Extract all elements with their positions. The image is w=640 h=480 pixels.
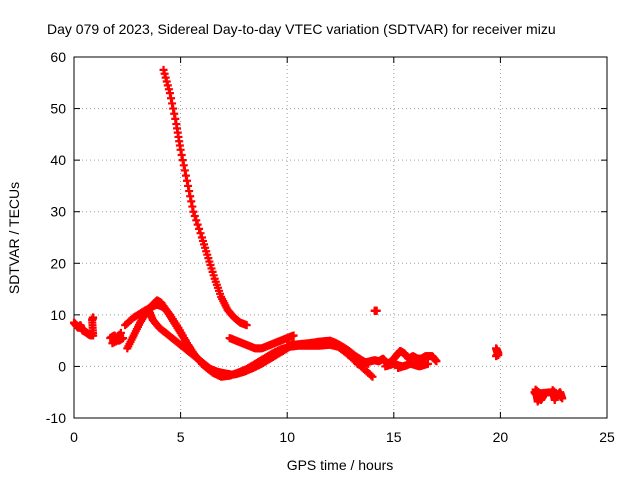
data-point <box>367 371 376 380</box>
y-tick-label: 40 <box>50 152 66 168</box>
x-tick-label: 15 <box>386 429 402 445</box>
data-point <box>402 361 411 370</box>
data-point <box>89 313 98 322</box>
series-arc-d <box>225 331 298 353</box>
data-point <box>193 220 202 229</box>
series-arc-c <box>144 305 234 379</box>
series-cluster-15 <box>353 346 441 372</box>
data-point <box>190 212 199 221</box>
grid <box>74 57 607 418</box>
x-tick-label: 10 <box>279 429 295 445</box>
x-axis-title: GPS time / hours <box>287 457 394 473</box>
x-tick-label: 25 <box>599 429 615 445</box>
x-tick-label: 0 <box>70 429 78 445</box>
series-point-14 <box>370 306 381 315</box>
x-tick-label: 5 <box>177 429 185 445</box>
plot-area-frame <box>73 56 608 419</box>
data-points <box>70 65 567 406</box>
series-cluster-20 <box>492 344 503 361</box>
y-tick-label: 30 <box>50 204 66 220</box>
data-point <box>368 372 377 381</box>
data-point <box>289 331 298 340</box>
data-point <box>116 328 125 337</box>
y-axis-title: SDTVAR / TECUs <box>6 182 22 294</box>
y-tick-label: 60 <box>50 49 66 65</box>
chart-title: Day 079 of 2023, Sidereal Day-to-day VTE… <box>47 21 556 37</box>
y-tick-label: 50 <box>50 101 66 117</box>
y-tick-label: 10 <box>50 307 66 323</box>
y-tick-label: -10 <box>46 410 66 426</box>
series-cluster-22 <box>530 385 567 406</box>
data-point <box>189 207 198 216</box>
series-arc-e <box>283 336 373 368</box>
data-point <box>372 306 381 315</box>
data-point <box>195 224 204 233</box>
data-point <box>225 370 234 379</box>
series-high-arc <box>159 65 251 330</box>
series-start <box>70 313 98 340</box>
x-tick-label: 20 <box>493 429 509 445</box>
data-point <box>242 321 251 330</box>
data-point <box>550 395 559 404</box>
y-tick-label: 0 <box>58 358 66 374</box>
y-tick-label: 20 <box>50 255 66 271</box>
series-small-1 <box>106 328 128 348</box>
data-point <box>196 229 205 238</box>
data-point <box>432 357 441 366</box>
data-point <box>192 216 201 225</box>
data-point <box>494 351 503 360</box>
data-point <box>423 359 432 368</box>
